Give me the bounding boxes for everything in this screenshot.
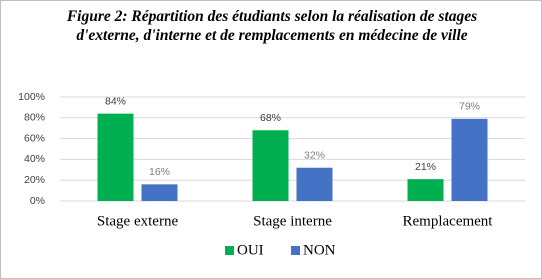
legend-label: NON: [303, 242, 336, 258]
value-label: 32%: [304, 150, 325, 162]
y-tick-label: 0%: [30, 195, 45, 207]
y-tick-label: 60%: [24, 132, 45, 144]
x-tick-label: Stage externe: [97, 213, 179, 229]
bar: [97, 113, 134, 201]
x-tick-label: Stage interne: [253, 213, 332, 229]
legend-label: OUI: [237, 242, 264, 258]
y-tick-label: 20%: [24, 174, 45, 186]
bar: [252, 130, 289, 201]
legend-swatch: [291, 246, 300, 255]
value-label: 79%: [459, 101, 480, 113]
bar: [296, 167, 333, 201]
y-tick-label: 80%: [24, 112, 45, 124]
bar: [407, 179, 444, 201]
value-label: 84%: [105, 95, 126, 107]
chart-title: Figure 2: Répartition des étudiants selo…: [66, 8, 478, 44]
bar: [451, 118, 488, 201]
legend-swatch: [225, 246, 234, 255]
x-tick-label: Remplacement: [403, 213, 494, 229]
bar: [141, 184, 178, 201]
y-tick-label: 40%: [24, 153, 45, 165]
value-label: 16%: [149, 166, 170, 178]
value-label: 21%: [415, 161, 436, 173]
y-tick-label: 100%: [18, 91, 45, 103]
value-label: 68%: [260, 112, 281, 124]
